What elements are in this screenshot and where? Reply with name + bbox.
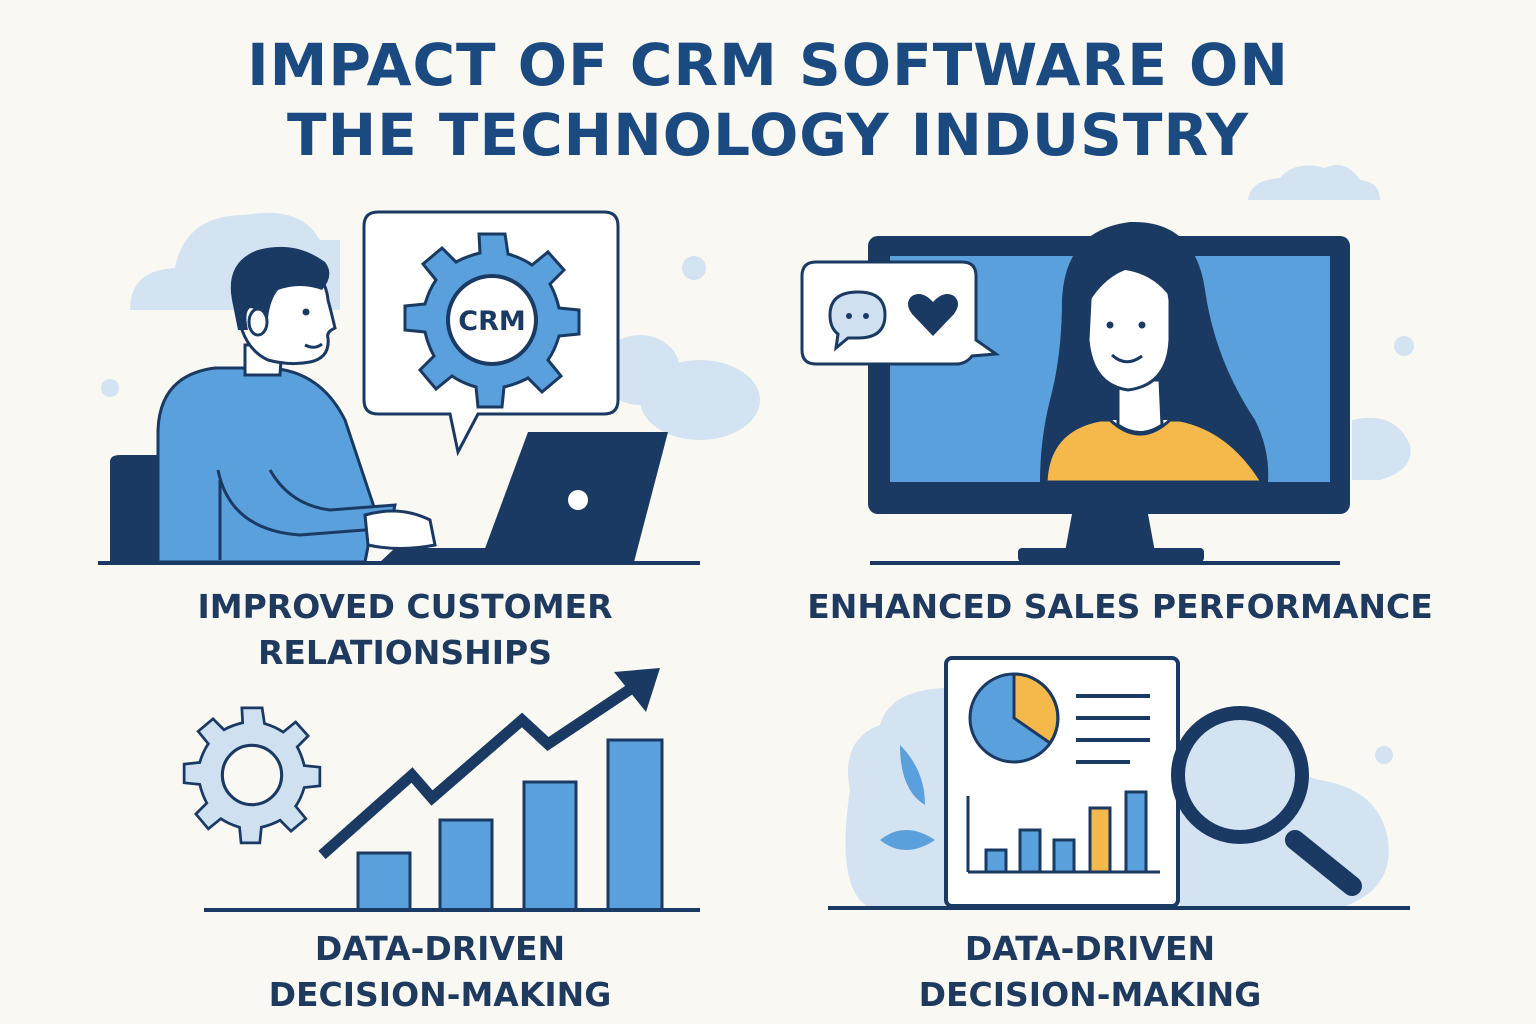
bar-2 <box>438 818 494 912</box>
magnifier-icon <box>1171 706 1362 896</box>
chair <box>110 455 158 562</box>
cloud-icon <box>101 212 760 440</box>
panel-growth-chart <box>182 668 700 912</box>
caption-line: ENHANCED SALES PERFORMANCE <box>807 587 1433 626</box>
title-line-1: IMPACT OF CRM SOFTWARE ON <box>247 31 1289 99</box>
person-icon <box>156 246 437 564</box>
report-icon <box>944 656 1180 908</box>
bar-1 <box>356 851 412 912</box>
chat-bubble <box>800 260 1001 366</box>
laptop-icon <box>380 432 668 562</box>
heart-icon <box>908 294 958 336</box>
caption-sales-performance: ENHANCED SALES PERFORMANCE <box>800 584 1440 630</box>
panel-report <box>828 656 1410 910</box>
caption-decision-making-2: DATA-DRIVEN DECISION-MAKING <box>850 926 1330 1018</box>
caption-line: DECISION-MAKING <box>918 975 1262 1014</box>
crm-badge: CRM <box>458 306 525 337</box>
cloud-icon <box>1248 164 1414 480</box>
caption-line: DATA-DRIVEN <box>964 929 1216 968</box>
page-title: IMPACT OF CRM SOFTWARE ON THE TECHNOLOGY… <box>0 30 1536 170</box>
woman-icon <box>1040 221 1269 484</box>
caption-line: DECISION-MAKING <box>268 975 612 1014</box>
caption-customer-relationships: IMPROVED CUSTOMER RELATIONSHIPS <box>150 584 660 676</box>
panel-customer-relationships: CRM <box>98 210 760 565</box>
caption-line: IMPROVED CUSTOMER <box>197 587 613 626</box>
caption-decision-making-1: DATA-DRIVEN DECISION-MAKING <box>200 926 680 1018</box>
trend-arrow-icon <box>318 668 660 860</box>
panel-sales-performance <box>800 164 1414 565</box>
text-lines <box>1076 694 1150 764</box>
pie-chart-icon <box>968 672 1060 764</box>
bar-chart-icon <box>356 738 664 912</box>
chat-icon <box>828 290 887 352</box>
leaf-icon <box>880 745 935 850</box>
title-line-2: THE TECHNOLOGY INDUSTRY <box>287 101 1249 169</box>
bar-3 <box>522 780 578 912</box>
bar-chart-icon <box>966 790 1160 874</box>
gear-icon <box>182 706 322 845</box>
caption-line: DATA-DRIVEN <box>314 929 566 968</box>
gear-icon: CRM <box>403 232 581 409</box>
bar-4 <box>606 738 664 912</box>
caption-line: RELATIONSHIPS <box>257 633 553 672</box>
